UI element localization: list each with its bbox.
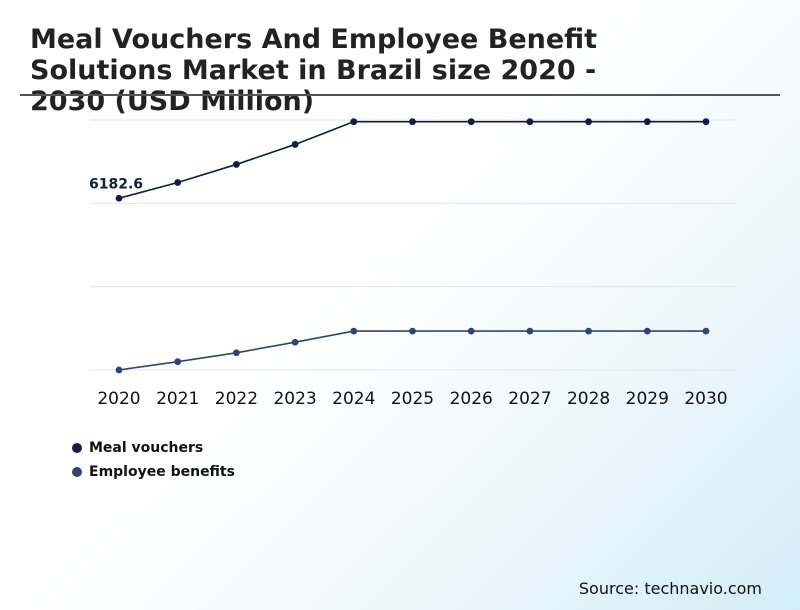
legend-label-meal-vouchers: Meal vouchers [89,440,204,456]
series-0-point-2 [233,161,240,168]
x-tick-label-2026: 2026 [450,389,493,409]
series-1-point-9 [643,327,651,335]
series-0-point-7 [526,118,534,126]
source-credit: Source: technavio.com [578,579,762,598]
legend-marker-employee-benefits [72,467,82,477]
series-1-point-2 [233,349,240,357]
x-tick-label-2020: 2020 [97,389,140,409]
series-0-point-1 [174,179,182,186]
series-1-point-4 [350,327,358,335]
series-0-point-9 [643,118,651,126]
x-tick-label-2027: 2027 [508,389,551,409]
series-0-point-4 [350,118,358,126]
series-0-point-6 [467,118,475,126]
legend-item-meal-vouchers: Meal vouchers [72,436,235,460]
series-0-point-0 [115,194,123,202]
x-tick-label-2024: 2024 [332,389,375,409]
x-tick-label-2023: 2023 [273,389,316,409]
series-1-point-10 [702,327,710,335]
x-tick-label-2030: 2030 [684,389,727,409]
series-line-1 [118,330,706,371]
legend-label-employee-benefits: Employee benefits [89,464,235,480]
series-0-point-10 [702,118,710,126]
x-tick-label-2028: 2028 [567,389,610,409]
series-0-point-5 [409,118,416,126]
series-line-0 [118,120,706,200]
legend-item-employee-benefits: Employee benefits [72,460,235,484]
chart-legend: Meal vouchers Employee benefits [72,436,235,484]
line-chart: 6182.6 2020 2021 2022 2023 2024 2025 2026 2027 20… [89,118,736,409]
series-1-point-1 [174,358,182,366]
series-1-point-6 [467,327,475,335]
x-tick-label-2022: 2022 [215,389,258,409]
series-1-point-3 [291,338,299,346]
x-tick-label-2029: 2029 [626,389,669,409]
data-label-0: 6182.6 [89,176,143,192]
series-1-point-0 [115,366,123,374]
x-tick-label-2021: 2021 [156,389,199,409]
x-tick-label-2025: 2025 [391,389,434,409]
series-0-point-3 [291,141,299,148]
series-1-point-5 [409,327,416,335]
title-divider [20,94,780,96]
series-0-point-8 [585,118,592,126]
legend-marker-meal-vouchers [72,443,82,453]
chart-title: Meal Vouchers And Employee Benefit Solut… [30,24,598,117]
series-1-point-8 [585,327,592,335]
series-1-point-7 [526,327,534,335]
